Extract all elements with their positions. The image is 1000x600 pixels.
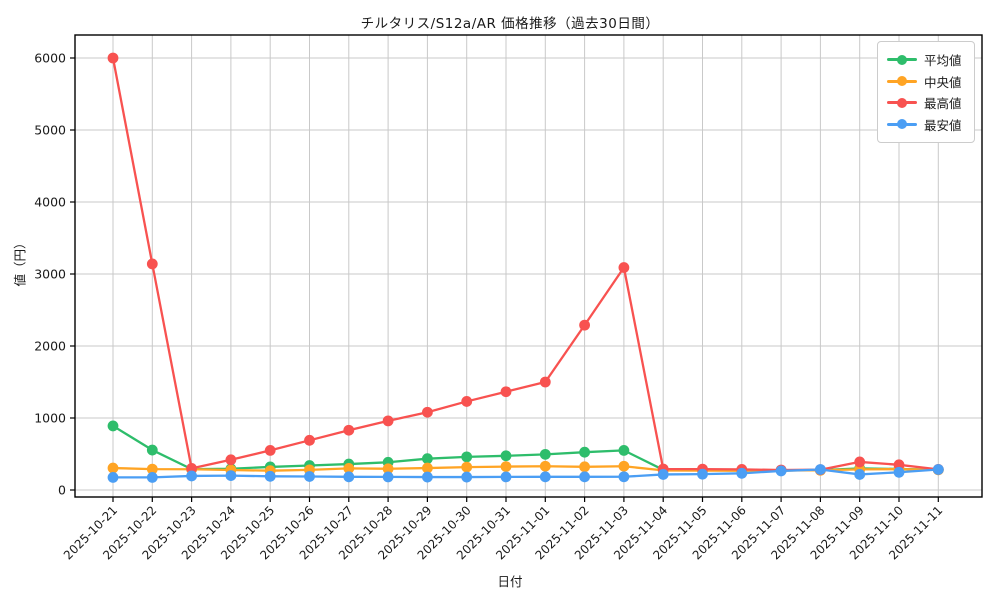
y-tick-label: 4000 <box>34 195 66 210</box>
data-point <box>422 406 433 418</box>
data-point <box>382 415 394 427</box>
data-point <box>893 459 905 471</box>
data-point <box>815 464 826 475</box>
data-point <box>186 463 198 474</box>
data-point <box>304 471 315 482</box>
y-tick-label: 5000 <box>34 123 66 138</box>
legend-label: 最安値 <box>924 117 962 133</box>
y-tick-label: 2000 <box>34 339 66 354</box>
legend-item: 平均値 <box>887 49 965 71</box>
data-point <box>618 445 630 456</box>
data-point <box>500 471 512 483</box>
legend-dot-icon <box>897 76 907 87</box>
data-point <box>579 319 590 331</box>
legend-item: 最高値 <box>887 92 965 114</box>
data-point <box>736 467 748 479</box>
data-point <box>422 462 433 474</box>
data-point <box>539 448 551 460</box>
data-point <box>579 471 590 483</box>
data-point <box>775 465 787 477</box>
data-point <box>539 376 551 388</box>
y-tick-label: 3000 <box>34 267 66 282</box>
data-point <box>854 456 866 468</box>
series-line <box>111 56 940 472</box>
legend-line-marker-icon <box>887 54 917 65</box>
data-point <box>107 472 119 483</box>
y-tick-label: 0 <box>58 483 66 498</box>
data-point <box>539 460 551 472</box>
legend-label: 中央値 <box>924 74 962 90</box>
data-point <box>932 464 944 475</box>
data-point <box>500 461 512 472</box>
data-point <box>343 471 355 483</box>
data-point <box>225 470 237 481</box>
data-point <box>225 454 237 466</box>
data-point <box>422 471 433 483</box>
data-point <box>461 396 473 407</box>
data-point <box>500 450 512 462</box>
series-line <box>111 468 940 479</box>
data-point <box>382 471 394 483</box>
legend-label: 平均値 <box>924 53 962 69</box>
legend: 平均値中央値最高値最安値 <box>877 41 975 143</box>
data-point <box>579 446 590 458</box>
x-axis-label: 日付 <box>497 574 523 589</box>
legend-dot-icon <box>897 97 907 108</box>
data-point <box>264 445 276 456</box>
data-point <box>264 470 276 482</box>
data-point <box>618 262 630 273</box>
legend-dot-icon <box>897 54 907 65</box>
data-point <box>461 471 473 483</box>
data-point <box>146 463 158 475</box>
data-point <box>461 451 473 463</box>
y-tick-label: 6000 <box>34 51 66 66</box>
legend-label: 最高値 <box>924 96 962 112</box>
data-point <box>893 466 905 478</box>
data-point <box>854 469 866 480</box>
y-tick-label: 1000 <box>34 411 66 426</box>
data-point <box>107 420 119 432</box>
plot-border <box>74 34 983 498</box>
data-point <box>422 453 433 465</box>
data-point <box>657 469 669 480</box>
data-point <box>146 444 158 456</box>
data-point <box>146 472 158 483</box>
data-point <box>382 463 394 475</box>
data-point <box>539 471 551 483</box>
data-point <box>304 434 315 446</box>
data-point <box>186 470 198 482</box>
data-point <box>343 463 355 474</box>
chart-title: チルタリス/S12a/AR 価格推移（過去30日間） <box>360 16 660 32</box>
data-point <box>500 386 512 398</box>
legend-line-marker-icon <box>887 97 917 108</box>
legend-line-marker-icon <box>887 119 917 130</box>
legend-item: 中央値 <box>887 71 965 93</box>
data-point <box>618 460 630 472</box>
data-point <box>579 461 590 473</box>
data-point <box>107 462 119 474</box>
legend-item: 最安値 <box>887 114 965 136</box>
legend-line-marker-icon <box>887 76 917 87</box>
data-point <box>697 468 708 480</box>
series-line <box>111 424 940 472</box>
data-point <box>146 258 158 270</box>
data-point <box>461 461 473 473</box>
legend-dot-icon <box>897 119 907 130</box>
data-point <box>618 471 630 483</box>
data-point <box>343 424 355 436</box>
data-point <box>107 52 119 64</box>
